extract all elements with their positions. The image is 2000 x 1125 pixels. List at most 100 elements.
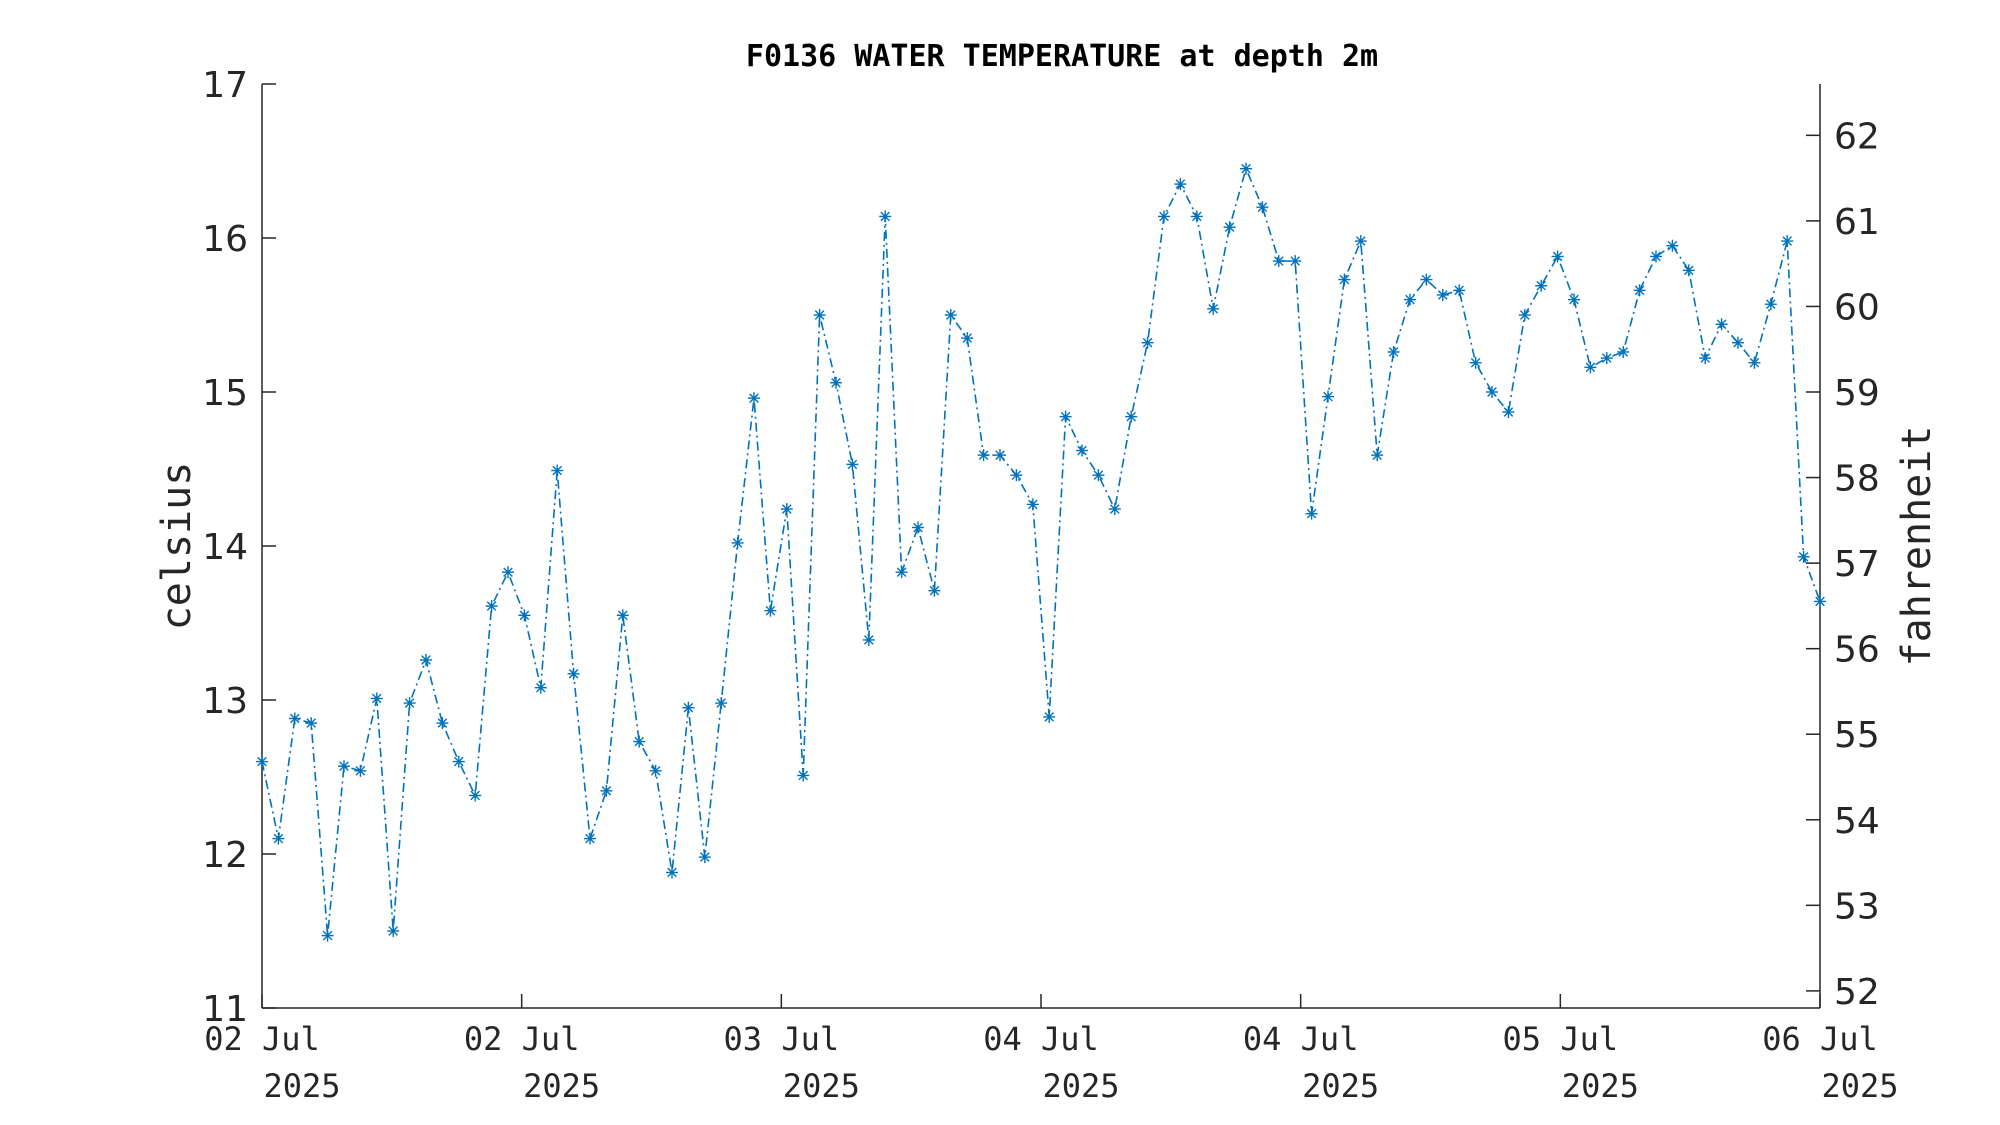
- data-point-marker: [551, 464, 564, 477]
- data-point-marker: [1469, 356, 1482, 369]
- data-point-marker: [698, 851, 711, 864]
- x-tick-label-year: 2025: [1821, 1067, 1898, 1105]
- data-point-marker: [1174, 178, 1187, 191]
- y-axis-label-right: fahrenheit: [1894, 426, 1940, 667]
- data-point-marker: [305, 717, 318, 730]
- data-point-marker: [813, 309, 826, 321]
- data-point-marker: [1059, 410, 1072, 423]
- data-point-marker: [1305, 507, 1318, 520]
- data-point-marker: [567, 667, 580, 680]
- data-point-marker: [1633, 284, 1646, 297]
- x-tick-label-date: 06 Jul: [1762, 1020, 1878, 1058]
- data-point-marker: [895, 566, 908, 579]
- plot-area: [261, 84, 1821, 1009]
- left-y-tick-label: 13: [202, 681, 248, 722]
- data-point-marker: [272, 832, 285, 845]
- data-point-marker: [256, 755, 268, 768]
- data-point-marker: [633, 735, 646, 748]
- data-point-marker: [846, 458, 859, 471]
- data-point-marker: [452, 755, 465, 768]
- data-point-marker: [1256, 201, 1269, 214]
- x-tick-label-year: 2025: [523, 1067, 600, 1105]
- left-y-ticks: 11 12 13 14 15 16 17: [202, 65, 276, 1030]
- data-point-marker: [1404, 293, 1416, 306]
- data-point-marker: [944, 309, 957, 321]
- data-point-marker: [797, 769, 810, 782]
- data-point-marker: [321, 929, 334, 942]
- data-point-marker: [1682, 264, 1695, 277]
- data-point-marker: [1322, 390, 1334, 403]
- data-point-marker: [354, 764, 367, 777]
- data-point-marker: [616, 609, 629, 622]
- data-point-marker: [1092, 469, 1105, 482]
- data-point-marker: [1797, 550, 1810, 563]
- data-point-marker: [1568, 293, 1580, 306]
- right-y-tick-label: 60: [1834, 287, 1880, 328]
- data-point-marker: [420, 653, 432, 666]
- right-y-tick-label: 57: [1834, 544, 1880, 585]
- x-tick-label-year: 2025: [1042, 1067, 1119, 1105]
- right-y-tick-label: 56: [1834, 630, 1880, 671]
- data-point-marker: [600, 784, 613, 797]
- data-point-marker: [403, 697, 416, 710]
- x-tick-label-year: 2025: [1302, 1067, 1379, 1105]
- data-point-marker: [1699, 352, 1712, 365]
- data-point-marker: [649, 764, 662, 777]
- data-point-marker: [1486, 386, 1498, 398]
- data-point-marker: [666, 866, 678, 879]
- data-point-marker: [731, 536, 744, 549]
- data-point-marker: [1748, 356, 1761, 369]
- right-y-tick-label: 53: [1834, 886, 1880, 927]
- left-y-tick-label: 11: [202, 989, 248, 1030]
- data-point-marker: [518, 609, 531, 622]
- data-point-marker: [436, 717, 449, 730]
- data-point-marker: [338, 760, 350, 773]
- data-point-marker: [1354, 235, 1367, 248]
- left-y-tick-label: 14: [202, 527, 248, 568]
- data-point-marker: [1453, 284, 1466, 297]
- series-markers: [256, 162, 1826, 942]
- left-y-tick-label: 15: [202, 373, 248, 414]
- x-tick-label-year: 2025: [263, 1067, 340, 1105]
- data-point-marker: [912, 521, 924, 534]
- data-point-marker: [1289, 255, 1302, 268]
- data-point-marker: [288, 712, 301, 725]
- data-point-marker: [1814, 595, 1826, 608]
- data-point-marker: [682, 701, 695, 714]
- data-point-marker: [1387, 345, 1400, 358]
- data-point-marker: [977, 449, 990, 462]
- data-point-marker: [1207, 302, 1220, 315]
- data-point-marker: [1158, 210, 1170, 223]
- data-point-marker: [1190, 210, 1203, 223]
- x-tick-label-year: 2025: [1562, 1067, 1639, 1105]
- data-point-marker: [1010, 469, 1023, 482]
- x-tick-label-date: 02 Jul: [204, 1020, 320, 1058]
- data-point-marker: [1436, 288, 1449, 301]
- data-point-marker: [1764, 298, 1777, 311]
- right-y-tick-label: 59: [1834, 373, 1880, 414]
- data-point-marker: [862, 633, 875, 646]
- data-point-marker: [1108, 503, 1121, 516]
- data-point-marker: [1223, 221, 1236, 234]
- data-point-marker: [1518, 309, 1531, 321]
- data-point-marker: [1650, 250, 1662, 263]
- right-y-tick-label: 58: [1834, 459, 1880, 500]
- right-y-tick-label: 61: [1834, 202, 1880, 243]
- data-point-marker: [485, 600, 498, 613]
- y-axis-label-left: celsius: [154, 462, 200, 631]
- data-point-marker: [1600, 352, 1613, 365]
- data-point-marker: [584, 832, 596, 845]
- x-ticks: 02 Jul 2025 02 Jul 2025 03 Jul 2025 04 Jul 2025…: [204, 994, 1899, 1105]
- data-point-marker: [1125, 410, 1138, 423]
- data-point-marker: [469, 789, 482, 802]
- data-point-marker: [370, 692, 383, 705]
- data-point-marker: [1420, 273, 1433, 286]
- x-tick-label-date: 02 Jul: [464, 1020, 580, 1058]
- x-tick-label-date: 04 Jul: [983, 1020, 1099, 1058]
- data-point-marker: [1026, 498, 1039, 511]
- left-y-tick-label: 12: [202, 835, 248, 876]
- data-point-marker: [1781, 235, 1794, 248]
- right-y-tick-label: 54: [1834, 801, 1880, 842]
- data-point-marker: [1666, 239, 1679, 252]
- x-tick-label-date: 03 Jul: [724, 1020, 840, 1058]
